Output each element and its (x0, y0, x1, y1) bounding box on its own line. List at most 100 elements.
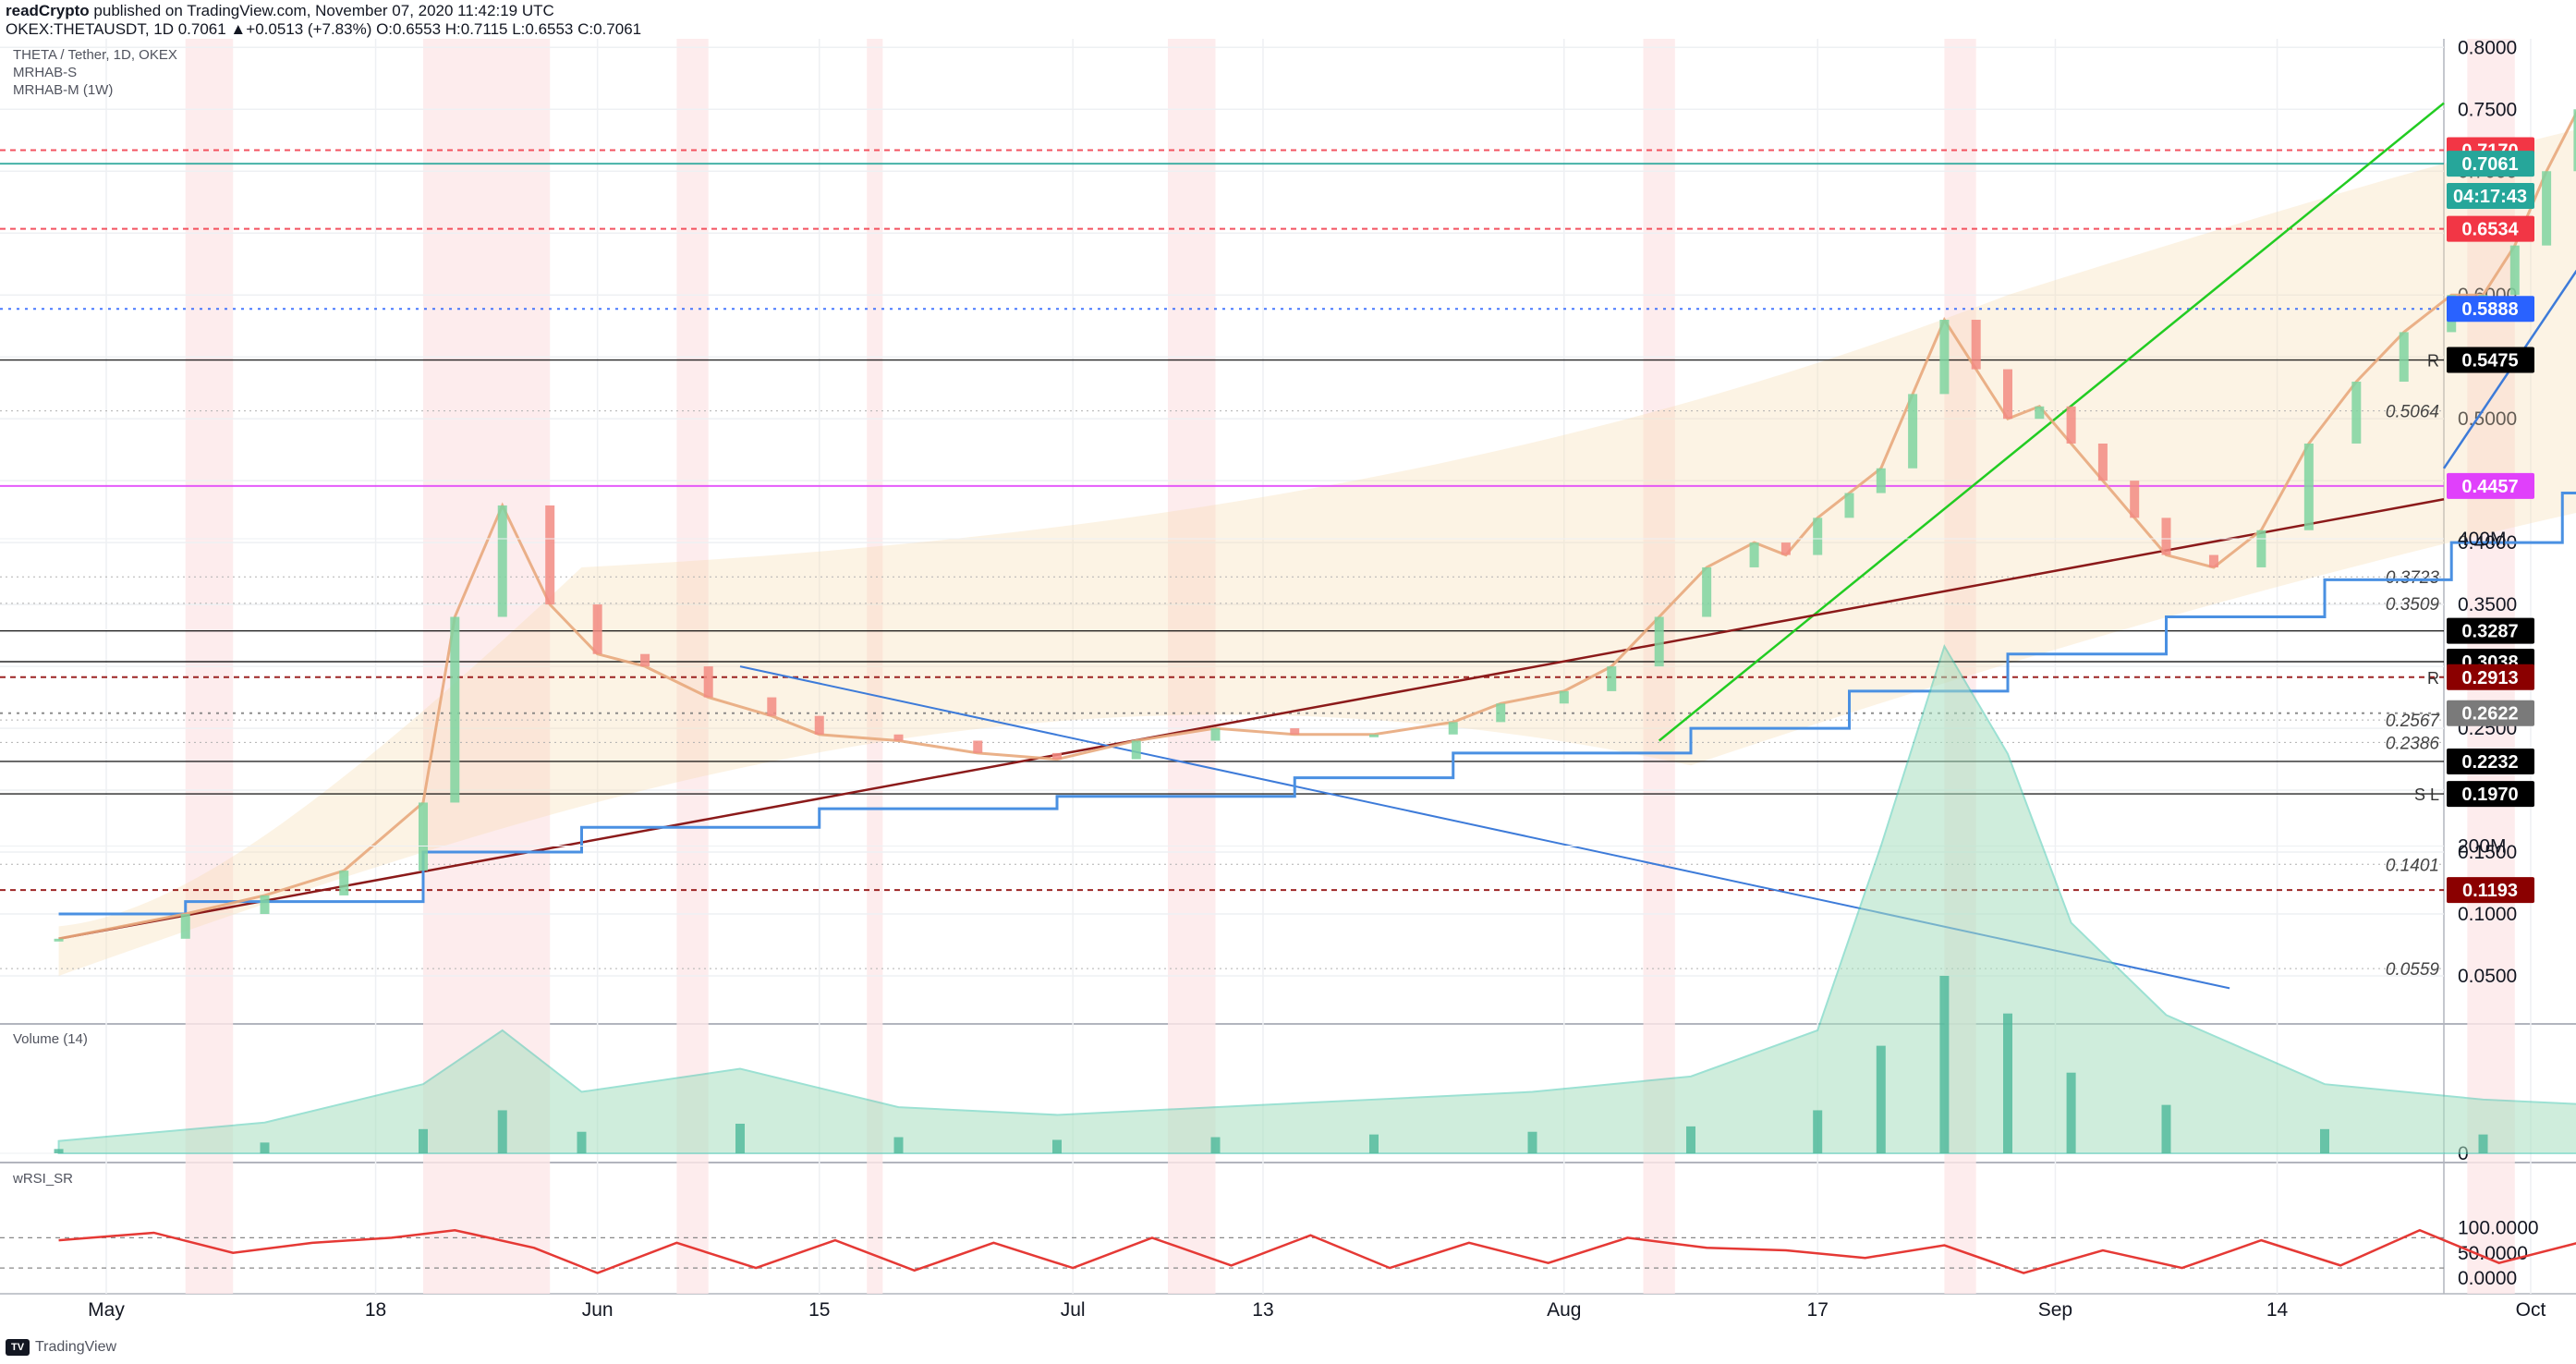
price-candle (1290, 728, 1300, 735)
price-candle (450, 616, 460, 803)
volume-pane-title: Volume (14) (13, 1031, 88, 1047)
price-label-box (2447, 296, 2534, 323)
publisher-user: readCrypto (6, 2, 90, 19)
volume-bar (54, 1149, 64, 1153)
volume-bar (1210, 1137, 1221, 1153)
price-label: 0.3287 (2461, 622, 2518, 642)
volume-bar (1527, 1131, 1537, 1153)
price-candle (497, 505, 507, 617)
price-label-box (2447, 183, 2534, 210)
volume-y-tick: 200M (2458, 836, 2507, 858)
price-candle (2303, 443, 2314, 530)
publisher-info: published on TradingView.com, November 0… (93, 2, 554, 19)
price-candle (2035, 406, 2045, 420)
price-label: 0.1970 (2461, 785, 2518, 805)
price-label-box (2447, 151, 2534, 177)
price-candle (767, 697, 777, 716)
volume-bar (1052, 1139, 1062, 1153)
price-label-box (2447, 781, 2534, 808)
price-candle (2003, 369, 2012, 420)
price-candle (592, 604, 602, 654)
price-label: 0.1193 (2462, 881, 2518, 901)
legend-pair: THETA / Tether, 1D, OKEX (13, 47, 177, 63)
price-label: 0.2232 (2461, 752, 2518, 773)
price-candle (180, 914, 190, 939)
price-label: 0.5888 (2461, 299, 2518, 320)
volume-bar (1369, 1134, 1379, 1153)
price-label: 04:17:43 (2453, 187, 2527, 207)
price-candle (2351, 381, 2362, 444)
price-label-box (2447, 472, 2534, 499)
price-candle (2256, 530, 2266, 567)
price-candle (1702, 566, 1712, 617)
publisher-line: readCrypto published on TradingView.com,… (6, 2, 554, 20)
price-label-box (2447, 748, 2534, 774)
volume-bar (2003, 1013, 2012, 1153)
volume-bar (1876, 1045, 1886, 1153)
x-tick-label: Oct (2516, 1299, 2546, 1321)
x-tick-label: Jul (1061, 1299, 1086, 1321)
y-tick-label: 0.8000 (2458, 37, 2517, 58)
price-candle (1654, 616, 1664, 667)
volume-bar (735, 1123, 745, 1153)
price-candle (2066, 406, 2076, 444)
legend-indicator-2: MRHAB-M (1W) (13, 82, 114, 98)
volume-bar (893, 1137, 904, 1153)
price-candle (2399, 332, 2409, 382)
volume-bar (2066, 1072, 2076, 1153)
fib-label: 0.0559 (2386, 960, 2440, 980)
price-candle (1131, 740, 1141, 760)
rsi-pane-title: wRSI_SR (13, 1171, 74, 1187)
symbol-ohlc-line: OKEX:THETAUSDT, 1D 0.7061 ▲+0.0513 (+7.8… (6, 20, 642, 38)
red-trendline (58, 498, 2445, 941)
volume-bar (2161, 1104, 2171, 1153)
price-candle (2161, 518, 2171, 555)
volume-bar (260, 1142, 270, 1153)
price-candle (1813, 518, 1823, 555)
price-candle (893, 734, 904, 741)
price-candle (814, 715, 824, 735)
price-candle (2130, 481, 2140, 518)
price-candle (1876, 468, 1886, 493)
fib-label: 0.3723 (2386, 568, 2440, 588)
x-tick-label: 13 (1252, 1299, 1273, 1321)
fib-label: 0.5064 (2386, 403, 2439, 422)
price-candle (2097, 443, 2108, 481)
price-label-box (2447, 664, 2534, 690)
price-candle (54, 938, 64, 942)
legend-indicator-1: MRHAB-S (13, 65, 78, 80)
price-candle (2208, 554, 2218, 567)
x-tick-label: Aug (1547, 1299, 1581, 1321)
price-label: 0.6534 (2461, 220, 2519, 240)
price-candle (1496, 703, 1506, 723)
price-candle (1971, 320, 1981, 370)
price-candle (703, 666, 713, 698)
volume-bar (2478, 1134, 2488, 1153)
y-tick-label: 0.0500 (2458, 966, 2517, 987)
price-candle (1369, 734, 1379, 737)
y-tick-label: 0.7500 (2458, 99, 2517, 120)
rsi-y-tick: 100.0000 (2458, 1218, 2539, 1239)
y-tick-label: 0.3500 (2458, 594, 2517, 615)
tradingview-footer: TV TradingView (6, 1339, 116, 1356)
price-candle (419, 802, 428, 871)
price-candle (973, 740, 983, 753)
price-candle (1908, 394, 1918, 469)
rsi-y-tick: 50.0000 (2458, 1243, 2528, 1264)
volume-bar (1686, 1126, 1695, 1153)
price-candle (260, 895, 270, 915)
y-tick-label: 0.1000 (2458, 904, 2517, 925)
fib-label: 0.2567 (2386, 712, 2441, 731)
volume-bar (1939, 975, 1950, 1153)
rsi-line (58, 1228, 2576, 1274)
price-candle (1939, 320, 1950, 395)
price-label-box (2447, 877, 2534, 904)
price-line (58, 110, 2576, 941)
price-candle (1448, 722, 1458, 735)
price-label: 0.7061 (2461, 154, 2518, 175)
fib-label: 0.1401 (2386, 856, 2439, 875)
level-marker: R (2427, 352, 2439, 371)
level-marker: R (2427, 669, 2439, 688)
price-label-box (2447, 700, 2534, 726)
